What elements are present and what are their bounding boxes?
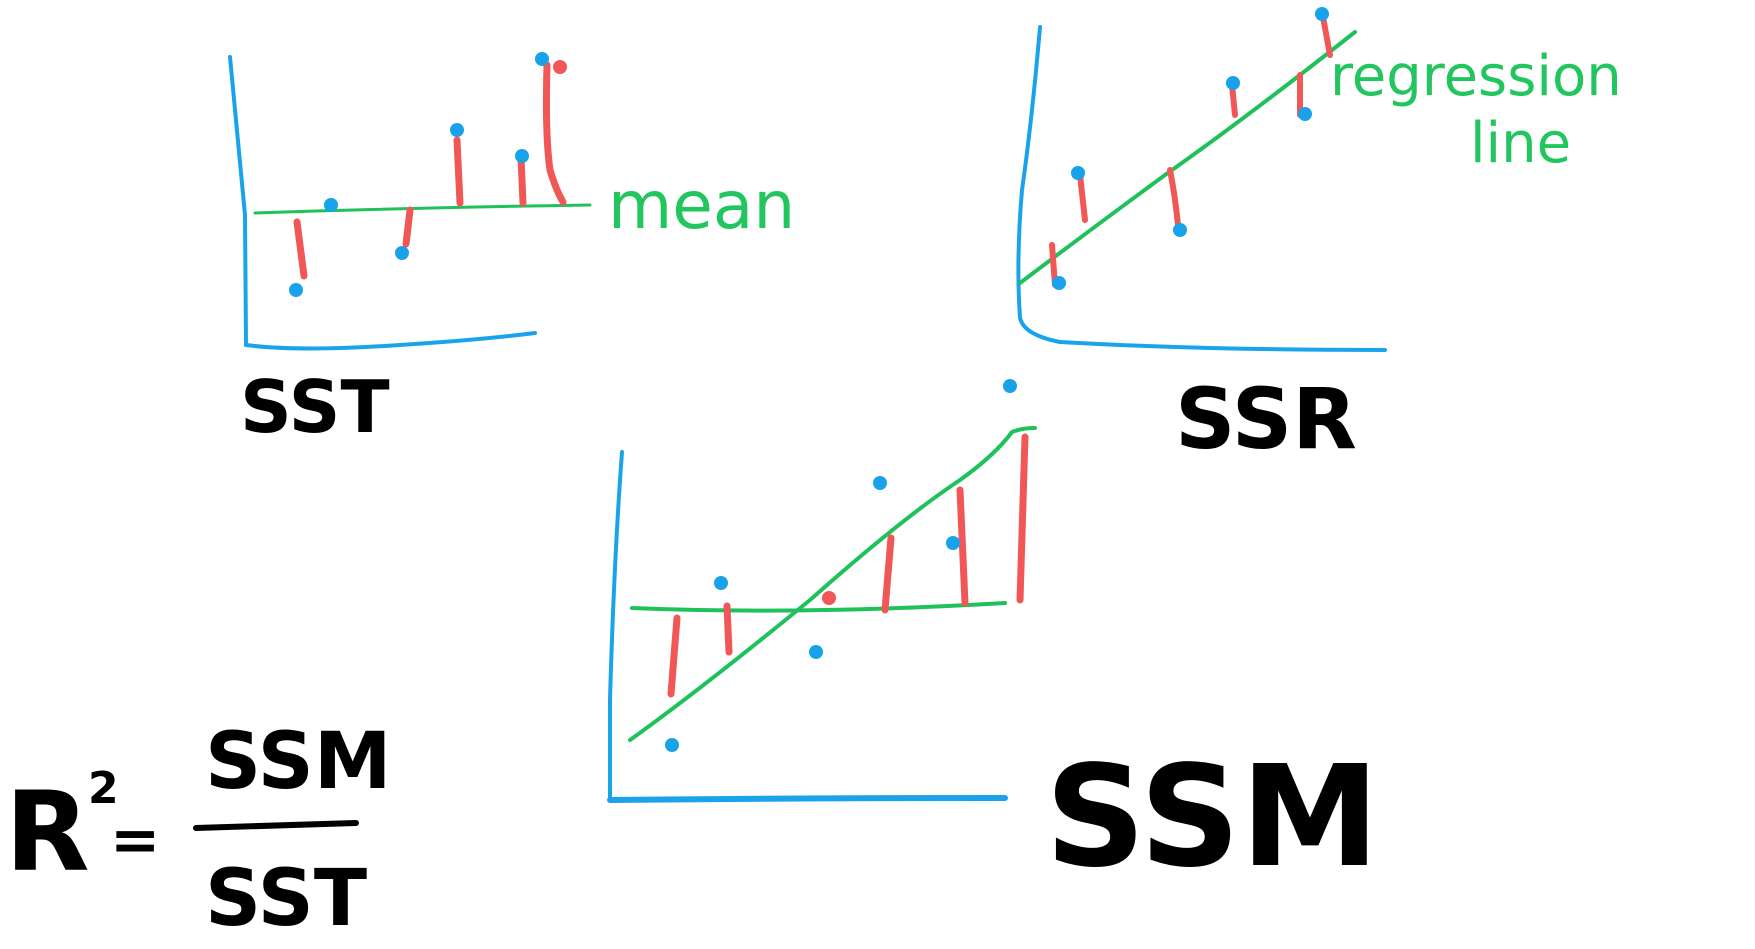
ssr-point [1315,7,1329,21]
ssm-mean-line [630,601,1007,613]
ssr-panel: regression line SSR [1016,7,1622,468]
ssr-residuals [1049,14,1333,288]
formula-r: R [5,768,90,896]
ssm-residual [956,486,969,607]
ssr-residual [1077,172,1088,223]
ssm-residual [881,534,895,614]
sst-point [515,149,529,163]
sst-point [395,246,409,260]
sst-residual [402,206,414,248]
ssr-point [1226,76,1240,90]
ssm-residual [667,614,681,698]
formula-equals: = [110,805,160,875]
formula-numerator: SSM [205,717,391,807]
line-label: line [1470,111,1571,176]
ssm-points [665,379,1017,752]
ssm-x-axis [607,795,1008,803]
ssm-label: SSM [1045,736,1380,899]
ssm-point [873,476,887,490]
sst-mean-line [253,203,592,215]
ssm-residual [723,602,733,656]
formula-exponent: 2 [88,763,119,814]
r-squared-formula: R 2 = SSM SST [5,717,391,944]
sst-panel: mean SST [228,52,795,449]
sst-x-axis [244,331,537,351]
sst-label: SST [240,365,390,449]
fraction-bar [193,820,359,831]
ssr-y-axis [1016,25,1062,344]
ssm-residual [1016,433,1029,604]
ssm-point [714,576,728,590]
ssr-point [1052,276,1066,290]
ssr-regression-line [1018,30,1357,285]
ssr-residual [1229,82,1238,118]
sst-points [289,52,549,297]
regression-label: regression [1330,44,1622,109]
ssm-point [809,645,823,659]
ssm-point [665,738,679,752]
sst-point [289,283,303,297]
ssm-residual-end [822,591,836,605]
ssm-point [1003,379,1017,393]
ssr-point [1173,223,1187,237]
ssr-residual [1167,167,1181,228]
mean-label: mean [608,167,795,244]
sst-residual [453,136,464,207]
sst-point-overlap [553,60,567,74]
sst-residual [293,218,308,280]
ssm-panel: SSM [607,379,1380,899]
ssr-point [1071,166,1085,180]
sst-point [535,52,549,66]
formula-denominator: SST [205,854,367,944]
ssr-label: SSR [1175,370,1357,468]
ssr-points [1052,7,1329,290]
ssm-residuals [667,433,1029,698]
sst-y-axis [228,55,248,347]
sst-residual [517,154,527,207]
ssr-residual [1320,14,1333,58]
ssm-point [946,536,960,550]
sst-residuals [293,61,567,280]
sst-point [450,123,464,137]
ssm-regression-line [628,426,1037,742]
ssr-x-axis [1058,340,1387,352]
sst-point [324,198,338,212]
sst-residual [542,61,567,206]
ssr-point [1298,107,1312,121]
ssm-y-axis [608,450,624,802]
